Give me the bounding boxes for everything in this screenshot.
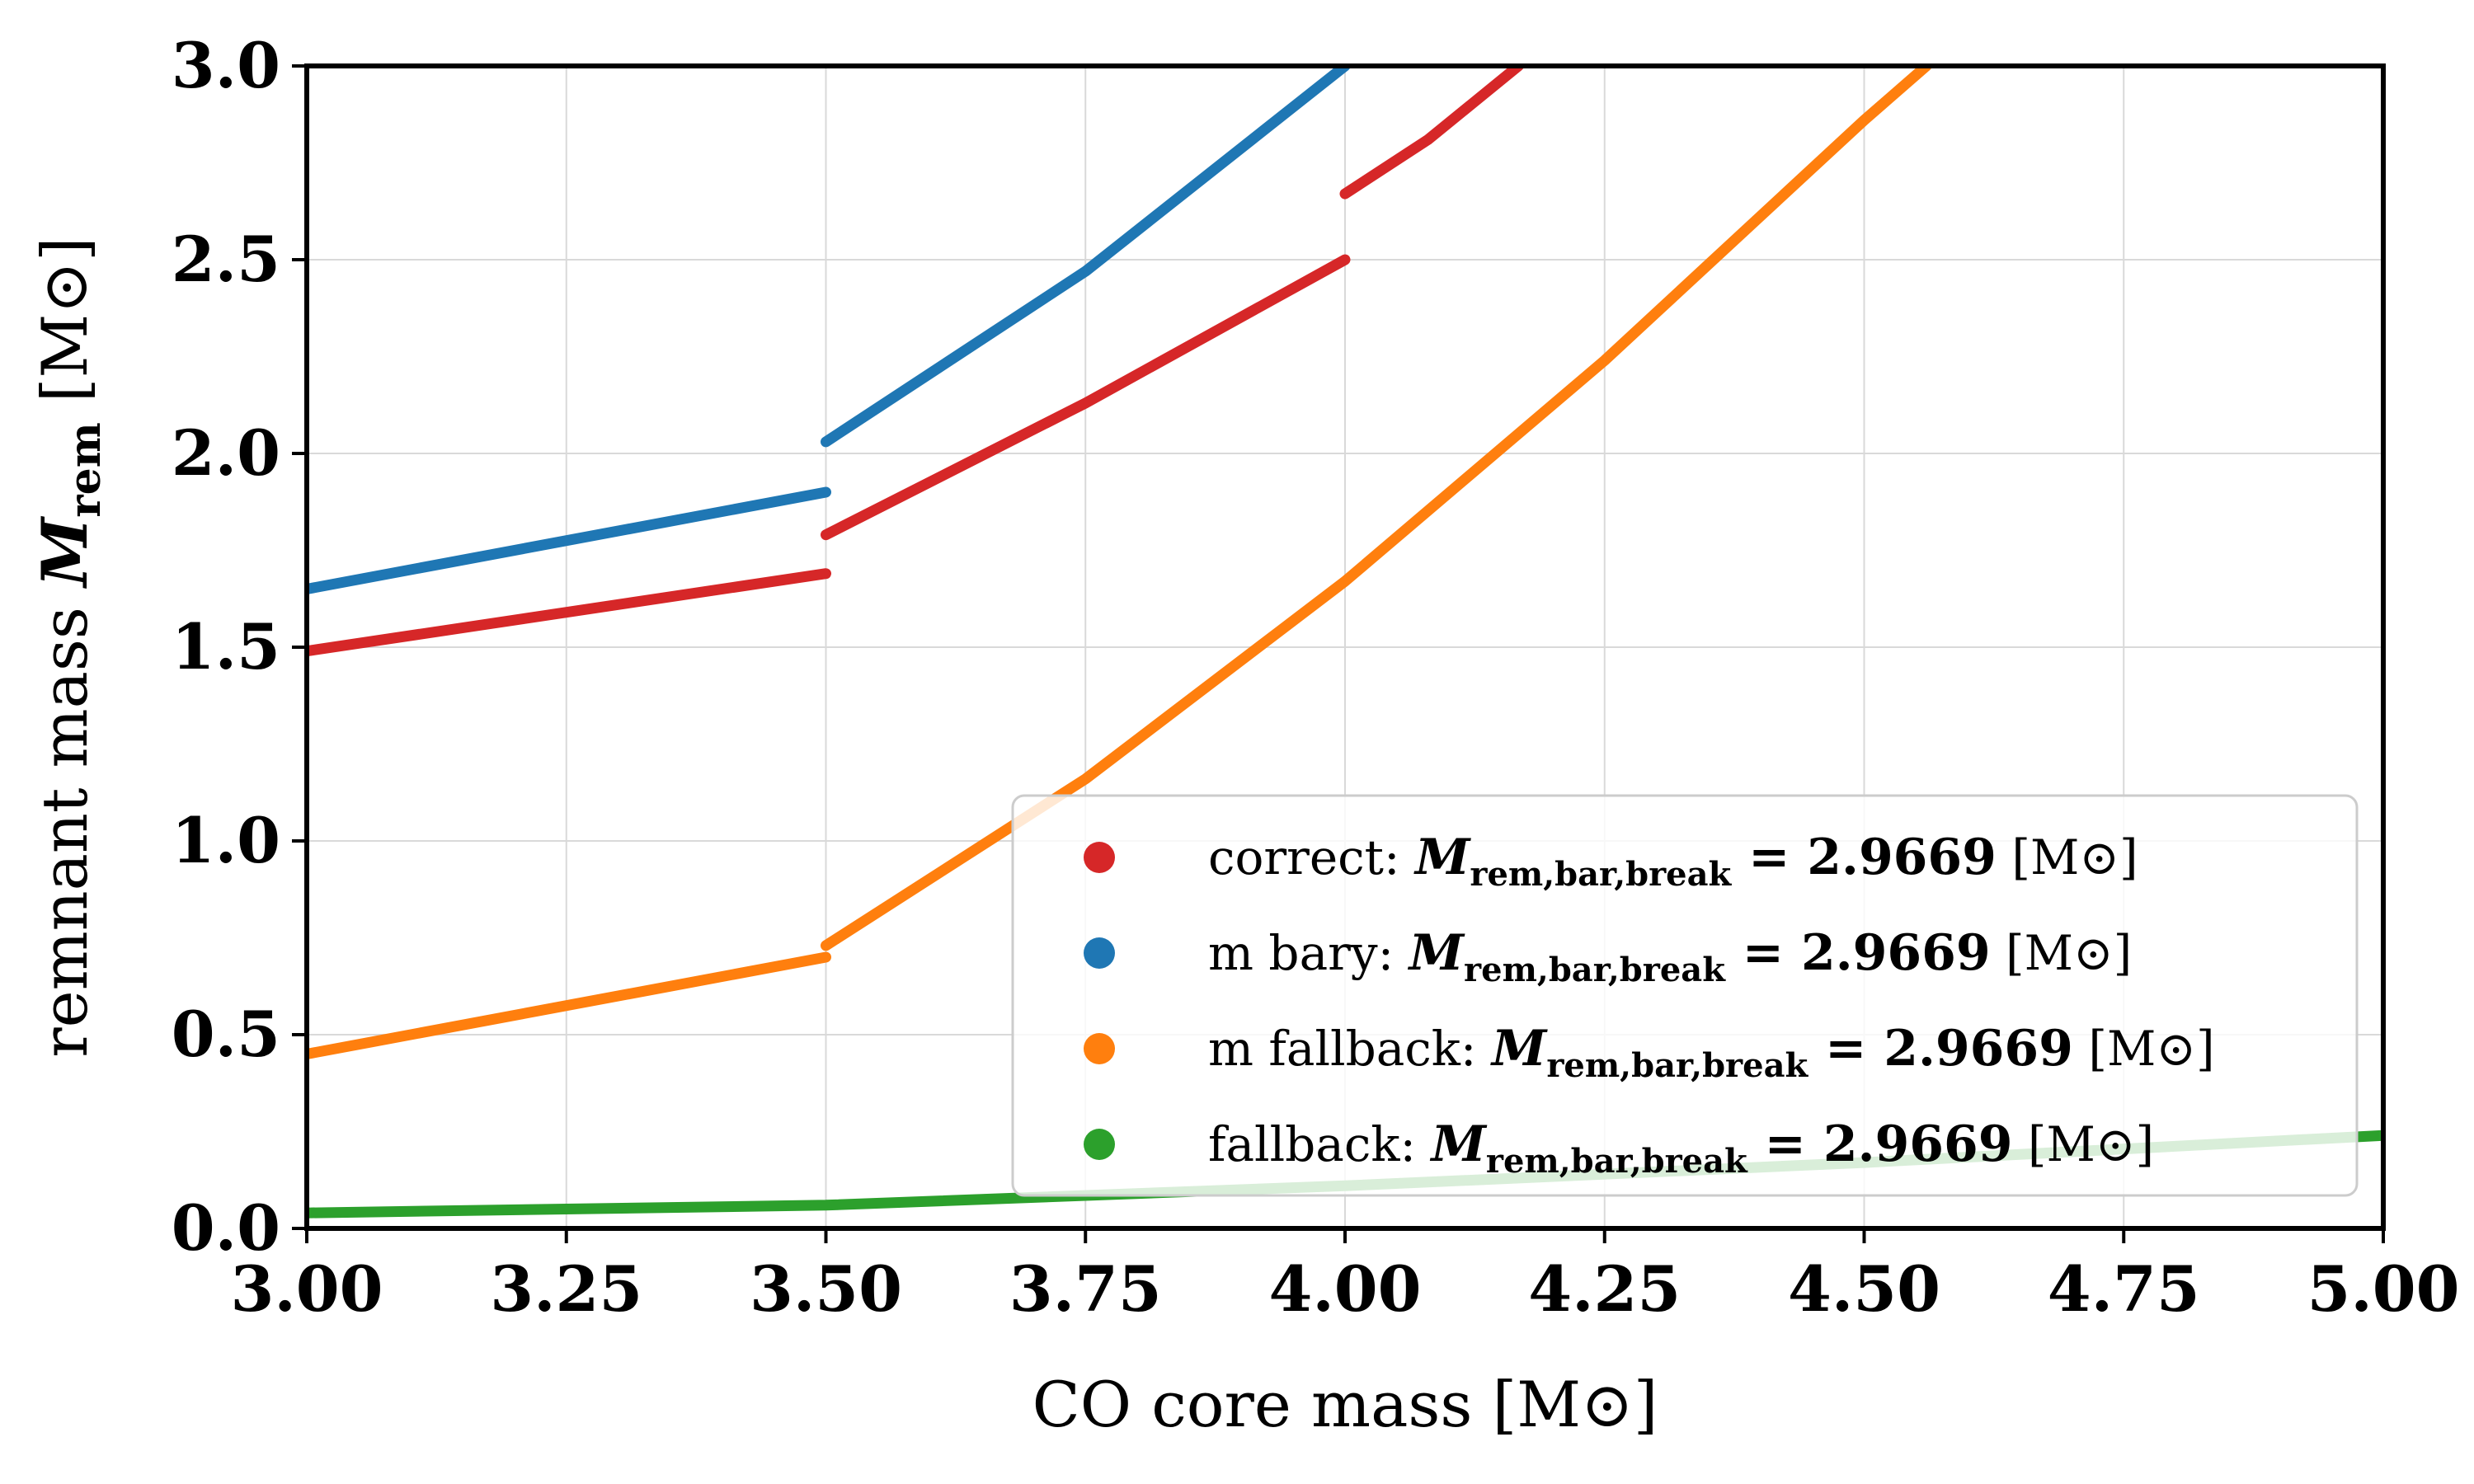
y-tick-label: 3.0	[172, 29, 280, 102]
legend-entry-part: = 2.9669	[1808, 1020, 2073, 1078]
legend-marker	[1084, 1129, 1115, 1160]
legend-entry: fallback: Mrem,bar,break = 2.9669 [M⊙]	[1208, 1115, 2154, 1181]
series-line-segment	[821, 254, 1351, 541]
legend-entry: m fallback: Mrem,bar,break = 2.9669 [M⊙]	[1208, 1020, 2215, 1085]
series-line-segment	[307, 486, 831, 594]
legend-entry-part: [M⊙]	[1997, 829, 2138, 885]
series-line-segment	[821, 66, 1351, 448]
legend-marker	[1084, 842, 1115, 873]
y-axis-label-prefix: remnant mass	[28, 587, 101, 1058]
y-tick-label: 0.5	[172, 998, 280, 1071]
legend-entry-part: M	[1490, 1020, 1548, 1078]
x-tick-label: 5.00	[2307, 1252, 2459, 1326]
legend-entry-part: [M⊙]	[2012, 1116, 2154, 1172]
legend-entry-part: rem,bar,break	[1464, 951, 1726, 989]
legend-marker	[1084, 937, 1115, 969]
ticks	[292, 64, 2385, 1243]
x-tick-label: 3.25	[490, 1252, 642, 1326]
legend-entry-part: rem,bar,break	[1486, 1142, 1748, 1181]
series-m-bary	[307, 66, 1351, 594]
legend-entry-part: M	[1408, 924, 1465, 982]
legend-entry-part: [M⊙]	[2073, 1021, 2215, 1077]
x-tick-label: 4.00	[1268, 1252, 1421, 1326]
tick-labels: 3.00 3.25 3.50 3.75 4.00 4.25 4.50 4.75 5.00 0.0 0…	[172, 29, 2460, 1326]
x-tick-label: 3.00	[230, 1252, 383, 1326]
y-tick-label: 2.5	[172, 223, 280, 296]
x-tick-label: 3.50	[750, 1252, 902, 1326]
y-axis-label: remnant mass Mrem [M⊙]	[28, 237, 111, 1057]
series-line-segment	[307, 951, 831, 1059]
y-tick-label: 2.0	[172, 416, 280, 490]
x-tick-label: 4.25	[1528, 1252, 1681, 1326]
legend-entry-part: = 2.9669	[1747, 1115, 2013, 1173]
legend-box	[1011, 794, 2359, 1197]
legend-marker	[1084, 1033, 1115, 1064]
legend-entry-part: = 2.9669	[1725, 924, 1991, 982]
legend-entry: correct: Mrem,bar,break = 2.9669 [M⊙]	[1208, 829, 2138, 894]
legend-entry-part: = 2.9669	[1731, 829, 1997, 886]
legend-entry-part: M	[1429, 1115, 1487, 1173]
legend-entry-part: rem,bar,break	[1470, 855, 1732, 894]
y-tick-label: 1.0	[172, 804, 280, 877]
legend-entry-part: fallback:	[1208, 1116, 1431, 1172]
legend: correct: Mrem,bar,break = 2.9669 [M⊙]m b…	[1011, 794, 2359, 1197]
series-correct	[307, 66, 1524, 657]
legend-entry-part: m fallback:	[1208, 1021, 1492, 1077]
legend-entry-part: [M⊙]	[1991, 925, 2133, 981]
y-tick-label: 0.0	[172, 1191, 280, 1265]
legend-entry: m bary: Mrem,bar,break = 2.9669 [M⊙]	[1208, 924, 2132, 989]
legend-entry-part: rem,bar,break	[1546, 1046, 1808, 1085]
y-axis-label-sub: rem	[60, 422, 111, 518]
x-axis-label: CO core mass [M⊙]	[1032, 1368, 1658, 1441]
y-axis-label-symbol: M	[28, 516, 101, 589]
x-tick-label: 4.50	[1788, 1252, 1940, 1326]
series-line-segment	[307, 568, 831, 657]
x-tick-label: 3.75	[1009, 1252, 1162, 1326]
legend-entry-part: correct:	[1208, 829, 1415, 885]
series-line-segment	[1339, 66, 1524, 200]
legend-entry-part: M	[1413, 829, 1471, 886]
y-axis-label-unit: [M⊙]	[28, 237, 101, 422]
x-tick-label: 4.75	[2048, 1252, 2200, 1326]
y-tick-label: 1.5	[172, 610, 280, 683]
legend-entry-part: m bary:	[1208, 925, 1409, 981]
